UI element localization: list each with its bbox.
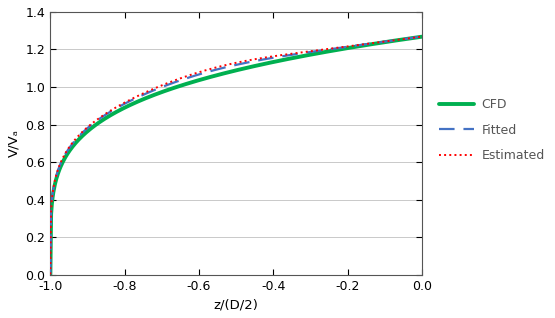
Fitted [268,56,275,60]
CFD [226,70,233,74]
Estimated [410,36,416,40]
Legend: CFD, Fitted, Estimated: CFD, Fitted, Estimated [439,98,545,162]
Estimated [47,272,54,276]
Line: Fitted: Fitted [51,37,422,274]
Estimated [226,62,233,66]
Estimated [351,44,358,47]
CFD [248,65,255,69]
CFD [268,60,275,64]
X-axis label: z/(D/2): z/(D/2) [214,298,259,311]
Y-axis label: V/Vₐ: V/Vₐ [7,129,20,157]
Line: Estimated: Estimated [51,37,422,274]
Fitted [226,65,233,68]
Fitted [224,65,230,69]
CFD [224,71,230,74]
Fitted [410,36,416,40]
CFD [47,273,54,277]
Fitted [248,60,255,64]
Line: CFD: CFD [51,37,422,275]
Fitted [418,35,425,38]
Estimated [268,55,275,59]
CFD [410,36,416,40]
Fitted [47,272,54,276]
Estimated [224,63,230,67]
Estimated [248,58,255,62]
Fitted [351,44,358,48]
CFD [418,35,425,38]
CFD [351,45,358,49]
Estimated [418,35,425,38]
